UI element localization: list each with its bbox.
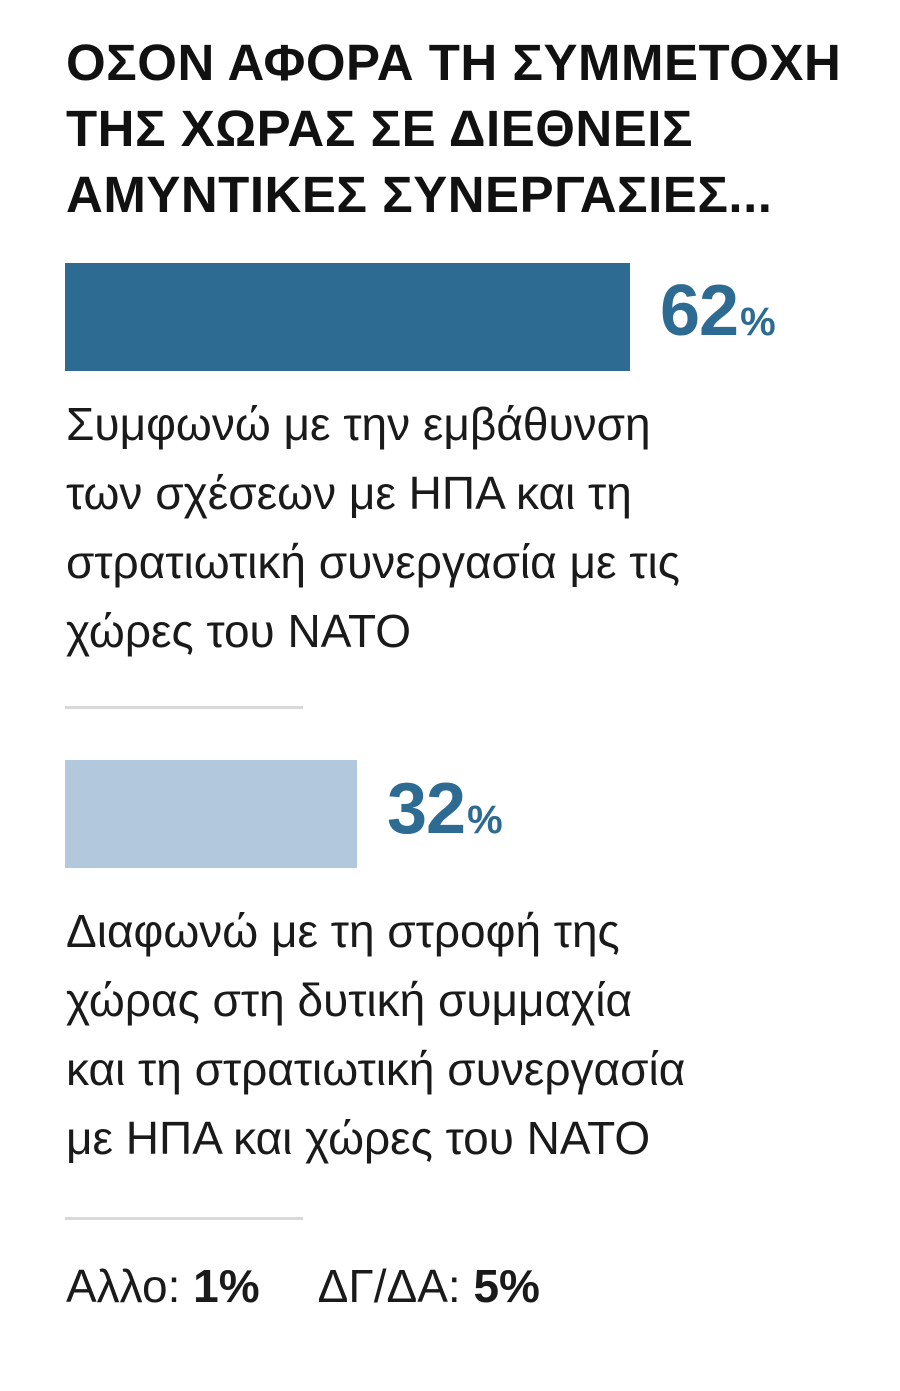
chart-title-line: ΟΣΟΝ ΑΦΟΡΑ ΤΗ ΣΥΜΜΕΤΟΧΗ — [66, 34, 842, 91]
bar-label-line: χώρες του ΝΑΤΟ — [66, 605, 412, 657]
value-label-disagree: 32% — [387, 768, 503, 850]
divider — [65, 706, 303, 709]
value-unit: % — [740, 300, 776, 344]
bar-label-agree: Συμφωνώ με την εμβάθυνση των σχέσεων με … — [66, 390, 866, 666]
value-number: 62 — [660, 271, 739, 351]
value-number: 32 — [387, 769, 466, 849]
no-answer-value: 5% — [473, 1260, 540, 1312]
chart-title: ΟΣΟΝ ΑΦΟΡΑ ΤΗ ΣΥΜΜΕΤΟΧΗ ΤΗΣ ΧΩΡΑΣ ΣΕ ΔΙΕ… — [66, 30, 866, 228]
value-unit: % — [467, 798, 503, 842]
no-answer-item: ΔΓ/ΔΑ: 5% — [318, 1258, 540, 1314]
bar-label-line: στρατιωτική συνεργασία με τις — [66, 536, 680, 588]
bar-label-line: χώρας στη δυτική συμμαχία — [66, 974, 633, 1026]
value-label-agree: 62% — [660, 270, 776, 352]
other-label: Αλλο: — [66, 1260, 181, 1312]
no-answer-label: ΔΓ/ΔΑ: — [317, 1260, 461, 1312]
bar-label-line: των σχέσεων με ΗΠΑ και τη — [66, 467, 632, 519]
chart-title-line: ΤΗΣ ΧΩΡΑΣ ΣΕ ΔΙΕΘΝΕΙΣ — [66, 100, 694, 157]
bar-disagree — [65, 760, 357, 868]
other-responses: Αλλο: 1% ΔΓ/ΔΑ: 5% — [66, 1258, 540, 1314]
bar-agree — [65, 263, 630, 371]
divider — [65, 1217, 303, 1220]
other-value: 1% — [193, 1260, 260, 1312]
chart-title-line: ΑΜΥΝΤΙΚΕΣ ΣΥΝΕΡΓΑΣΙΕΣ... — [66, 166, 773, 223]
bar-label-line: και τη στρατιωτική συνεργασία — [66, 1043, 686, 1095]
bar-label-line: Διαφωνώ με τη στροφή της — [66, 905, 620, 957]
other-item: Αλλο: 1% — [66, 1258, 260, 1314]
bar-label-disagree: Διαφωνώ με τη στροφή της χώρας στη δυτικ… — [66, 897, 866, 1173]
bar-label-line: Συμφωνώ με την εμβάθυνση — [66, 398, 651, 450]
bar-label-line: με ΗΠΑ και χώρες του ΝΑΤΟ — [66, 1112, 651, 1164]
